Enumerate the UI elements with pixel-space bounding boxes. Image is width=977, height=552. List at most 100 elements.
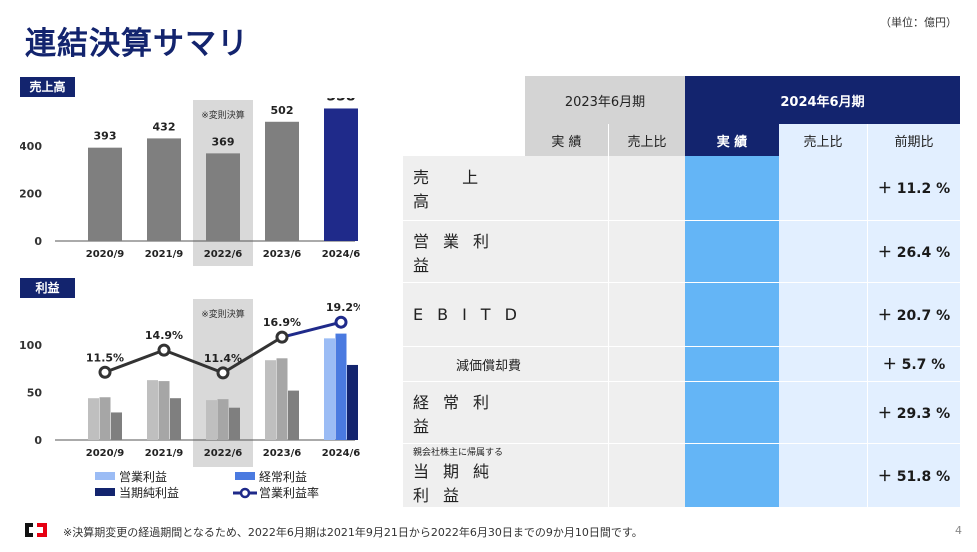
sales-xtick: 2021/9 [145, 249, 183, 260]
cell-2024-actual [685, 283, 779, 347]
sales-section-tag: 売上高 [20, 77, 75, 97]
margin-label: 19.2% [326, 301, 360, 314]
header-2023-ratio: 売上比 [609, 124, 685, 156]
header-2024-actual: 実 績 [685, 124, 779, 156]
footnote: ※決算期変更の経過期間となるため、2022年6月期は2021年9月21日から20… [63, 526, 643, 539]
cell-2024-ratio [779, 156, 868, 221]
sales-ytick: 200 [20, 188, 42, 201]
cell-2024-actual [685, 221, 779, 283]
cell-2024-ratio [779, 347, 868, 382]
row-sublabel: 親会社株主に帰属する [413, 448, 504, 458]
profit-xtick: 2021/9 [145, 448, 183, 459]
cell-2024-ratio [779, 283, 868, 347]
profit-bar [347, 364, 358, 440]
profit-xtick: 2020/9 [86, 448, 124, 459]
irregular-period-note: ※変則決算 [201, 109, 245, 121]
irregular-period-note: ※変則決算 [201, 308, 245, 320]
cell-2023-actual [525, 221, 609, 283]
profit-chart: ※変則決算 0 50 100 2020/9 2021/9 2022/6 2023/6 2024/… [20, 299, 360, 500]
sales-value-label: 432 [153, 120, 176, 133]
legend-swatch [95, 488, 115, 496]
legend-marker [239, 487, 251, 499]
legend-label: 経常利益 [259, 470, 307, 484]
profit-bar [88, 398, 99, 440]
sales-xtick: 2023/6 [263, 249, 301, 260]
cell-2023-actual [525, 156, 609, 221]
legend-swatch [95, 472, 115, 480]
unit-note: （単位：億円） [880, 16, 957, 29]
profit-ytick: 0 [34, 434, 42, 447]
cell-2023-actual [525, 283, 609, 347]
sales-chart: ※変則決算 0 200 400 393 2020/9 432 2021/9 369 2022/6 5… [20, 98, 360, 266]
margin-label: 11.5% [86, 351, 124, 364]
profit-bar [265, 360, 276, 440]
cell-2024-yoy: ＋ 26.4 % [868, 221, 960, 283]
profit-xtick: 2022/6 [204, 448, 242, 459]
profit-bar [206, 400, 217, 440]
margin-line-segment [104, 348, 165, 374]
cell-2024-yoy: ＋ 11.2 % [868, 156, 960, 221]
margin-label: 11.4% [204, 352, 242, 365]
sales-xtick: 2024/6 [322, 249, 360, 260]
header-2024-yoy: 前期比 [868, 124, 960, 156]
row-label: 親会社株主に帰属する当期純利益 [403, 444, 525, 508]
cell-2023-actual [525, 444, 609, 508]
profit-section-tag: 利益 [20, 278, 75, 298]
sales-ytick: 0 [34, 235, 42, 248]
sales-bar [206, 153, 240, 241]
company-logo-icon [25, 523, 47, 537]
row-label-text: 当期純利益 [413, 462, 504, 505]
sales-bar [265, 121, 299, 241]
cell-2023-actual [525, 382, 609, 444]
cell-2024-yoy: ＋ 5.7 % [868, 347, 960, 382]
sales-bar [88, 147, 122, 241]
cell-2023-ratio [609, 347, 685, 382]
cell-2023-actual [525, 347, 609, 382]
header-2023-actual: 実 績 [525, 124, 609, 156]
sales-value-label: 558 [326, 98, 355, 104]
margin-point [334, 315, 348, 329]
sales-xtick: 2022/6 [204, 249, 242, 260]
summary-table: 2023年6月期 2024年6月期実 績売上比実 績売上比 前期比売 上 高＋ 11… [403, 76, 960, 508]
legend-label: 営業利益率 [259, 485, 319, 500]
header-2024: 2024年6月期 [685, 76, 960, 124]
cell-2024-actual [685, 156, 779, 221]
header-2023: 2023年6月期 [525, 76, 685, 124]
row-label: 売 上 高 [403, 156, 525, 221]
margin-point [216, 366, 230, 380]
margin-label: 16.9% [263, 316, 301, 329]
row-label: EBITDA [403, 283, 542, 347]
legend-label: 営業利益 [119, 470, 167, 484]
cell-2024-ratio [779, 221, 868, 283]
profit-ytick: 100 [20, 339, 42, 352]
page-number: 4 [955, 524, 962, 537]
profit-bar [147, 380, 158, 440]
cell-2024-yoy: ＋ 29.3 % [868, 382, 960, 444]
cell-2024-ratio [779, 382, 868, 444]
row-label: 経常利益 [403, 382, 525, 444]
irregular-period-band [193, 299, 253, 467]
cell-2023-ratio [609, 283, 685, 347]
cell-2023-ratio [609, 221, 685, 283]
sales-xtick: 2020/9 [86, 249, 124, 260]
sales-value-label: 502 [271, 104, 294, 117]
profit-ytick: 50 [27, 387, 43, 400]
profit-bar [111, 412, 122, 440]
profit-bar [229, 407, 240, 440]
profit-bar [324, 338, 335, 440]
sales-bar [324, 108, 358, 241]
profit-bar [99, 397, 111, 440]
margin-label: 14.9% [145, 329, 183, 342]
sales-value-label: 369 [212, 135, 235, 148]
legend-swatch [235, 472, 255, 480]
cell-2024-yoy: ＋ 51.8 % [868, 444, 960, 508]
margin-point [157, 343, 171, 357]
margin-line-segment [222, 335, 283, 375]
legend-label: 当期純利益 [119, 486, 179, 500]
header-2024-ratio: 売上比 [779, 124, 868, 156]
margin-point [98, 365, 112, 379]
profit-xtick: 2024/6 [322, 448, 360, 459]
cell-2024-actual [685, 382, 779, 444]
cell-2023-ratio [609, 444, 685, 508]
profit-bar [217, 399, 229, 440]
